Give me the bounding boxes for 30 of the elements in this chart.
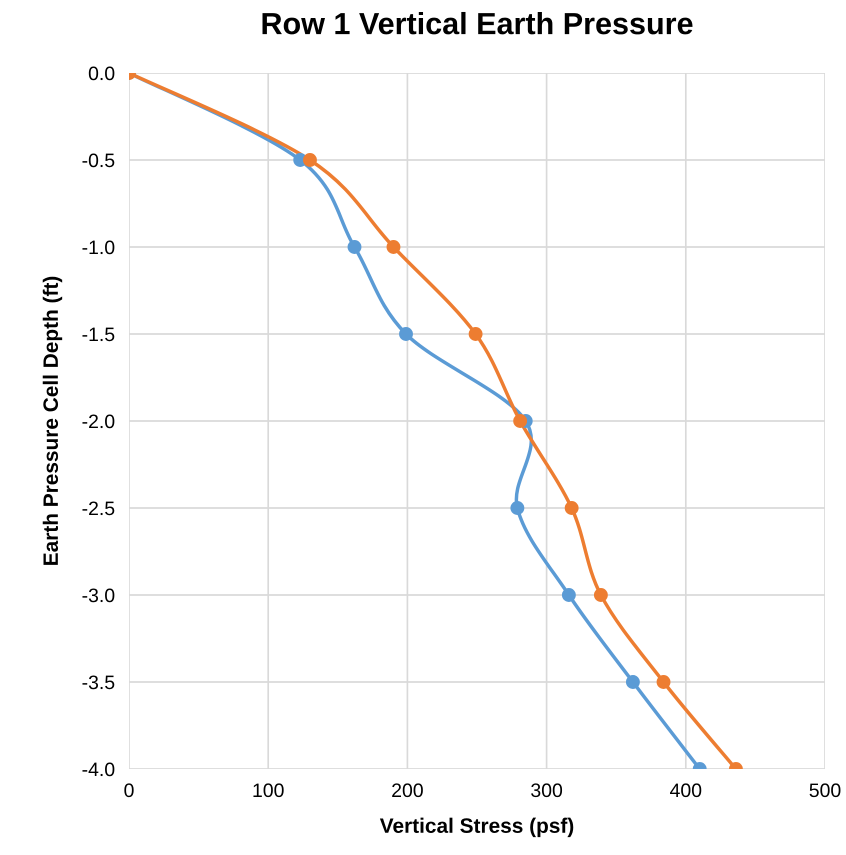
y-tick-label: -1.0 <box>82 240 114 254</box>
y-tick-label: -3.0 <box>82 588 114 602</box>
y-tick-label: -2.5 <box>82 501 114 516</box>
x-tick-label: 200 <box>392 783 423 798</box>
x-tick-label: 0 <box>124 783 134 798</box>
point <box>513 414 528 428</box>
x-axis-title: Vertical Stress (psf) <box>380 818 574 838</box>
y-tick-label: -2.0 <box>82 414 114 428</box>
point <box>564 501 579 515</box>
point <box>468 327 483 341</box>
point <box>510 501 524 515</box>
x-tick-label: 500 <box>810 783 840 798</box>
y-tick-label: -1.5 <box>82 328 114 342</box>
y-tick-label: -3.5 <box>82 675 114 690</box>
y-tick-label: -4.0 <box>82 762 114 776</box>
chart-title: Row 1 Vertical Earth Pressure <box>262 12 693 34</box>
x-tick-label: 100 <box>253 783 284 798</box>
point <box>594 588 608 602</box>
x-tick-label: 400 <box>670 783 702 798</box>
point <box>386 240 400 254</box>
y-tick-label: 0.0 <box>88 66 114 80</box>
point <box>348 240 362 254</box>
y-axis-title: Earth Pressure Cell Depth (ft) <box>42 276 62 565</box>
point <box>562 588 576 602</box>
point <box>626 675 640 689</box>
point <box>656 675 670 689</box>
point <box>303 153 317 167</box>
x-tick-label: 300 <box>531 783 562 798</box>
y-tick-label: -0.5 <box>82 153 114 168</box>
point <box>399 327 413 341</box>
